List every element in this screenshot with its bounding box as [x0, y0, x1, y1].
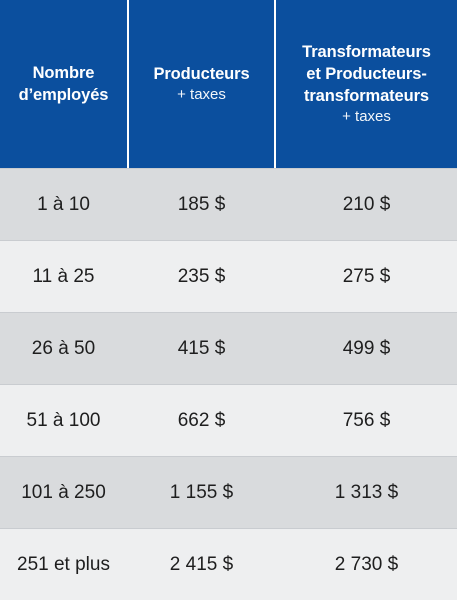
cell-employees: 11 à 25 [32, 266, 95, 287]
table-row: 26 à 50 415 $ 499 $ [0, 312, 457, 384]
cell-producteurs: 1 155 $ [169, 482, 234, 503]
table-row: 51 à 100 662 $ 756 $ [0, 384, 457, 456]
cell-producteurs: 2 415 $ [169, 554, 234, 575]
cell-employees: 26 à 50 [31, 338, 96, 359]
cell-producteurs: 235 $ [177, 266, 226, 287]
table-header: Nombre d’employés Producteurs + taxes Tr… [0, 0, 457, 168]
cell-employees: 251 et plus [17, 554, 110, 575]
cell-employees: 101 à 250 [21, 482, 106, 503]
table-row: 1 à 10 185 $ 210 $ [0, 168, 457, 240]
header-employees: Nombre d’employés [0, 0, 127, 168]
header-transformateurs-title: Transformateurs et Producteurs- transfor… [302, 43, 431, 105]
header-divider [127, 0, 129, 168]
header-transformateurs-sub: + taxes [342, 108, 391, 125]
cell-employees: 1 à 10 [37, 194, 90, 215]
cell-transformateurs: 210 $ [342, 194, 391, 215]
cell-employees: 51 à 100 [26, 410, 101, 431]
cell-transformateurs: 756 $ [342, 410, 391, 431]
cell-transformateurs: 2 730 $ [334, 554, 399, 575]
header-transformateurs: Transformateurs et Producteurs- transfor… [276, 0, 457, 168]
header-divider [274, 0, 276, 168]
cell-producteurs: 415 $ [177, 338, 226, 359]
cell-producteurs: 185 $ [177, 194, 226, 215]
cell-transformateurs: 499 $ [342, 338, 391, 359]
cell-producteurs: 662 $ [177, 410, 226, 431]
header-producteurs: Producteurs + taxes [129, 0, 274, 168]
header-producteurs-title: Producteurs [153, 65, 250, 83]
table-row: 101 à 250 1 155 $ 1 313 $ [0, 456, 457, 528]
table-row: 251 et plus 2 415 $ 2 730 $ [0, 528, 457, 600]
table-row: 11 à 25 235 $ 275 $ [0, 240, 457, 312]
header-producteurs-sub: + taxes [177, 86, 226, 103]
cell-transformateurs: 275 $ [342, 266, 391, 287]
cell-transformateurs: 1 313 $ [334, 482, 399, 503]
header-employees-title: Nombre d’employés [18, 64, 109, 104]
